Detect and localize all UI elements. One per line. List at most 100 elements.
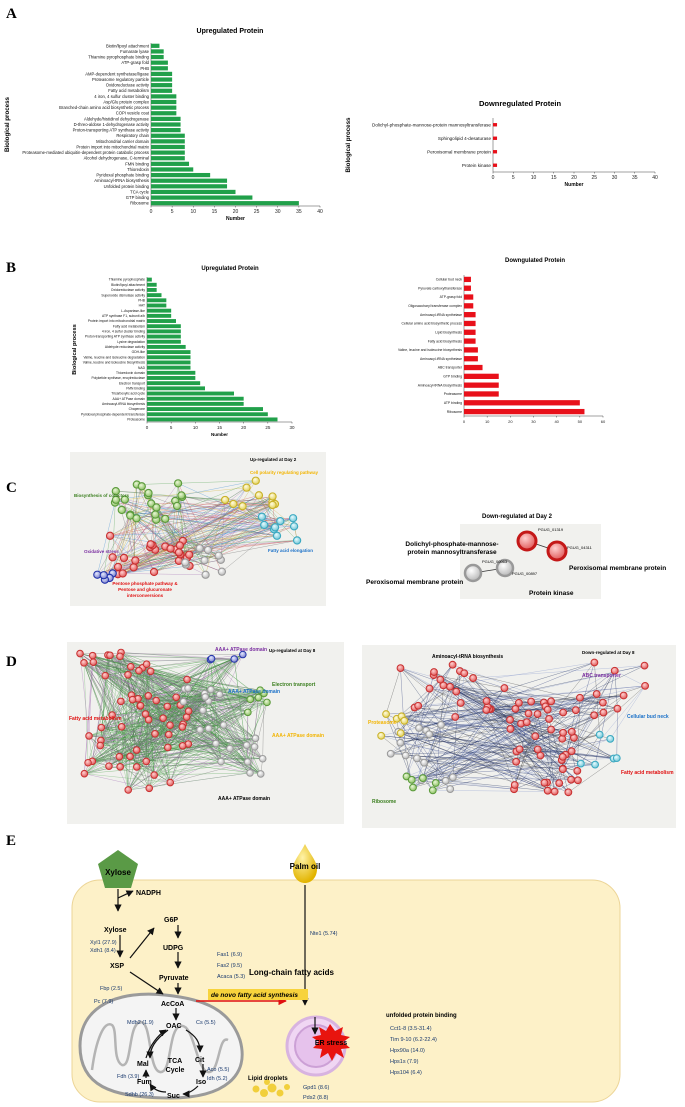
network-edge <box>124 499 166 547</box>
network-node <box>576 759 585 768</box>
nadph-label: NADPH <box>136 890 161 897</box>
network-edge <box>211 658 261 775</box>
bar <box>147 376 196 380</box>
y-tick-label: Aminoacyl-tRNA biosynthesis <box>418 383 463 387</box>
network-node <box>289 522 299 531</box>
network-edge <box>97 502 116 575</box>
label-dpm-2: protein mannosyltransferase <box>407 549 497 556</box>
y-tick-label: D-threo-aldose 1-dehydrogenase activity <box>74 122 150 127</box>
x-tick-label: 15 <box>551 175 557 181</box>
bar <box>151 201 299 206</box>
panel-e-label: E <box>6 833 16 849</box>
x-tick-label: 30 <box>531 419 536 424</box>
network-node <box>166 721 174 730</box>
bar <box>151 139 185 144</box>
x-tick-label: 20 <box>233 209 239 215</box>
x-tick-label: 0 <box>146 425 149 430</box>
y-tick-label: Aminoacyl-tRNA biosynthesis <box>94 178 149 183</box>
y-tick-label: Proteasome <box>444 392 462 396</box>
bar <box>464 364 483 371</box>
bar <box>464 276 471 283</box>
network-edge <box>440 724 552 730</box>
x-tick-label: 5 <box>170 425 173 430</box>
network-edge <box>92 758 263 762</box>
y-tick-label: Respiratory chain <box>116 133 149 138</box>
bar <box>151 49 164 54</box>
network-edge <box>579 697 618 709</box>
network-edge <box>459 670 618 709</box>
network-edge <box>121 726 129 790</box>
upb-item-2: Tim 9-10 (6.2-22.4) <box>390 1037 437 1043</box>
network-node <box>219 721 228 729</box>
y-tick-label: Proton-transporting ATP synthase activit… <box>73 128 150 133</box>
y-tick-label: Sphingolipid 4-desaturase <box>438 136 492 141</box>
label-oxidative-stress: Oxidative stress <box>84 549 119 554</box>
network-edge <box>146 719 149 762</box>
network-edge <box>84 765 110 774</box>
y-tick-label: Valine, leucine and isoleucine biosynthe… <box>83 361 146 365</box>
bar <box>147 355 191 360</box>
bar <box>147 407 263 411</box>
bar <box>464 347 478 353</box>
network-edge <box>88 735 93 762</box>
label-ppp-1: Pentose phosphate pathway & <box>112 581 178 586</box>
fum-label: Fum <box>137 1079 152 1086</box>
network-edge <box>184 658 235 690</box>
y-tick-label: NAD <box>138 366 146 370</box>
network-edge <box>115 491 155 573</box>
network-edge <box>120 743 189 768</box>
network-edge <box>401 716 446 781</box>
y-tick-label: GTP binding <box>126 195 150 200</box>
network-edge <box>513 715 595 790</box>
network-edge <box>87 679 188 763</box>
network-edge <box>452 777 572 780</box>
network-node <box>137 482 146 491</box>
y-axis-label: Biological process <box>345 117 352 173</box>
label-protein-kinase: Protein kinase <box>529 590 574 597</box>
network-edge <box>130 515 209 551</box>
network-edge <box>111 695 132 716</box>
network-edge <box>136 719 149 767</box>
x-tick-label: 40 <box>652 175 658 181</box>
network-node <box>146 667 155 676</box>
network-node <box>573 766 582 775</box>
bar <box>147 288 157 292</box>
y-tick-label: 4 iron, 4 sulfur cluster binding <box>94 94 149 99</box>
network-edge <box>154 654 243 734</box>
network-node <box>214 551 223 560</box>
x-tick-label: 5 <box>171 209 174 215</box>
y-tick-label: Aminoacyl-tRNA synthetase <box>420 313 462 317</box>
bar <box>151 111 177 116</box>
pds2-label: Pds2 (8.8) <box>303 1095 329 1101</box>
network-edge <box>400 667 529 714</box>
x-tick-label: 0 <box>150 209 153 215</box>
network-edge <box>515 708 563 758</box>
network-node <box>527 697 536 706</box>
x-tick-label: 40 <box>554 419 559 424</box>
network-edge <box>92 689 212 762</box>
y-tick-label: Aminoacyl-tRNA biosynthesis <box>102 402 145 406</box>
network-title: Down-regulated at Day 8 <box>582 650 635 655</box>
network-edge <box>614 670 646 687</box>
network-edge <box>210 689 261 775</box>
bar <box>147 293 162 298</box>
network-edge <box>400 706 546 743</box>
network-edge <box>155 514 190 555</box>
network-edge <box>422 732 564 779</box>
y-tick-label: Branched-chain amino acid biosynthetic p… <box>59 105 149 110</box>
y-tick-label: AMP-dependent synthetase/ligase <box>85 71 149 76</box>
label-aaa-2: AAA+ ATPase domain <box>228 689 280 695</box>
network-edge <box>111 714 137 751</box>
network-edge <box>100 698 139 746</box>
network-edge <box>594 695 624 716</box>
fbp-label: Fbp (2.5) <box>100 986 122 992</box>
bar <box>147 303 167 308</box>
network-node <box>212 739 220 748</box>
network-node <box>88 651 97 660</box>
network-edge <box>179 504 273 546</box>
bar <box>151 99 177 105</box>
network-node <box>144 715 153 724</box>
y-tick-label: Fatty acid metabolism <box>113 324 145 328</box>
network-edge <box>138 670 231 749</box>
chart-a-upregulated: Upregulated Protein Biological process 0 5 1… <box>4 28 323 222</box>
